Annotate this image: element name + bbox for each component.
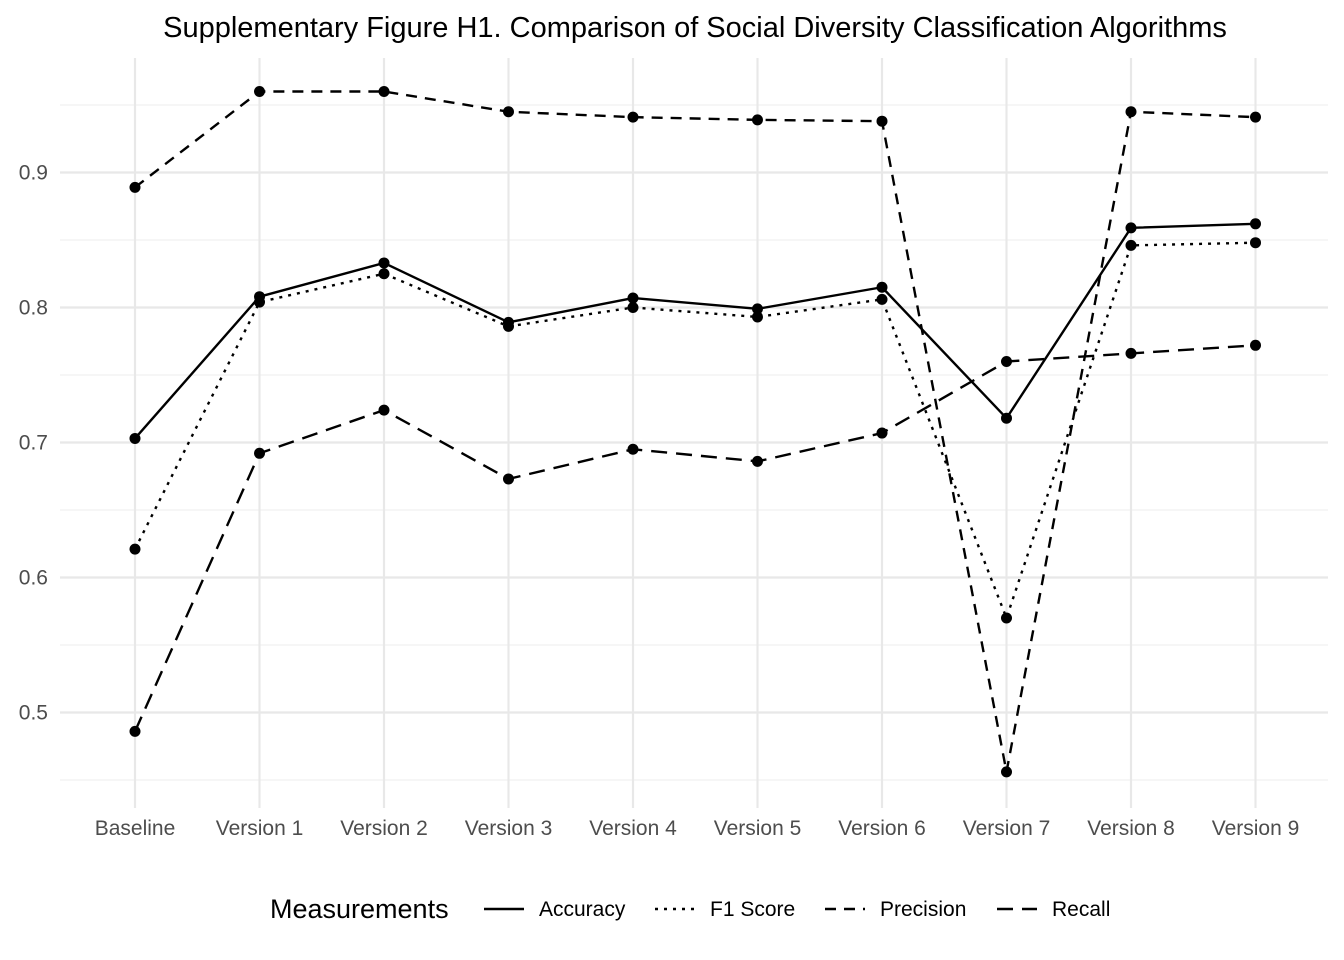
series-line-precision [134,90,1256,774]
data-point-accuracy [1250,218,1261,230]
x-tick-label: Version 7 [963,817,1051,840]
data-point-precision [254,86,265,97]
x-tick-label: Version 6 [838,817,926,840]
x-tick-label: Version 5 [714,817,802,840]
y-tick-label: 0.8 [19,297,48,320]
y-tick-label: 0.5 [19,702,48,725]
x-tick-label: Version 3 [465,817,553,840]
data-point-accuracy [876,281,888,293]
data-point-recall [1001,356,1012,367]
data-point-accuracy [752,303,763,315]
data-point-f1-score [1125,239,1137,251]
data-point-f1-score [378,268,390,280]
data-point-accuracy [1001,412,1012,424]
data-point-recall [1125,347,1137,359]
data-point-f1-score [627,302,639,313]
x-tick-label: Version 8 [1087,817,1175,840]
x-tick-label: Version 2 [340,817,428,840]
legend-label: Precision [880,898,966,921]
legend-label: Recall [1052,898,1110,921]
series-line-recall [133,344,1256,732]
y-tick-label: 0.9 [19,162,48,185]
y-tick-label: 0.6 [19,567,48,590]
data-point-recall [378,404,390,416]
legend: Measurements Accuracy F1 Score Precision Re… [270,894,1110,924]
data-point-f1-score [1250,237,1261,249]
data-point-recall [752,455,763,467]
data-point-accuracy [129,432,141,444]
data-point-recall [129,725,141,737]
series-line-f1-score [133,241,1256,620]
data-point-accuracy [378,257,390,269]
chart-title: Supplementary Figure H1. Comparison of S… [163,12,1227,44]
data-point-f1-score [752,311,763,323]
x-tick-label: Version 9 [1212,817,1300,840]
data-point-precision [1250,111,1261,123]
data-point-precision [503,106,514,118]
legend-label: F1 Score [710,898,795,921]
data-point-precision [129,181,141,193]
data-point-precision [752,114,763,126]
x-tick-label: Baseline [95,817,176,840]
data-point-f1-score [1001,612,1012,624]
x-tick-label: Version 4 [589,817,677,840]
data-point-precision [627,111,639,123]
legend-title: Measurements [270,894,449,924]
data-point-f1-score [876,293,888,305]
data-point-recall [627,443,639,455]
data-point-f1-score [254,296,265,308]
x-tick-label: Version 1 [216,817,304,840]
data-point-recall [254,447,265,459]
data-point-recall [876,427,888,439]
data-point-accuracy [1125,222,1137,234]
data-point-precision [1001,766,1012,778]
legend-label: Accuracy [539,898,626,921]
data-point-precision [1125,106,1137,118]
data-point-f1-score [503,320,514,332]
data-point-precision [876,115,888,127]
data-point-precision [378,86,390,97]
plot-panel: 0.5 0.6 0.7 0.8 0.9 Baseline Version 1 Version … [19,58,1328,840]
data-point-recall [503,473,514,485]
data-point-f1-score [129,543,141,555]
y-tick-label: 0.7 [19,432,48,455]
data-point-accuracy [627,292,639,304]
data-point-recall [1250,339,1261,351]
series-line-accuracy [134,222,1256,440]
